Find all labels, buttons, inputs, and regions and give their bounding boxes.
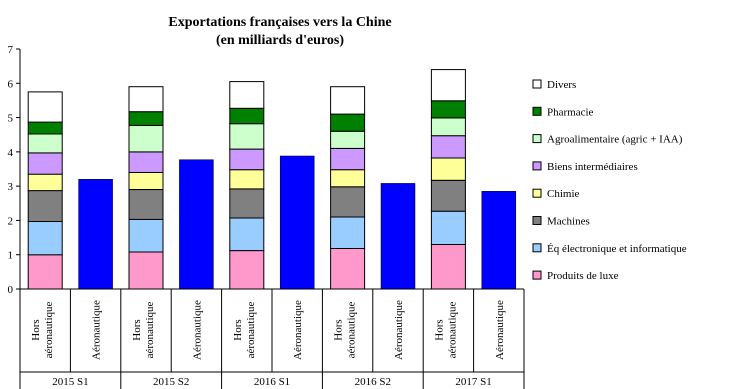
bar-segment-1-1	[128, 218, 164, 253]
x-label-hors-line2-4: aéronautique	[446, 301, 458, 358]
legend-label-4: Chimie	[547, 188, 580, 200]
legend: Divers Pharmacie Agroalimentaire (agric + …	[532, 79, 687, 282]
bar-segment-2-5	[229, 123, 265, 150]
bar-segment-2-6	[229, 107, 265, 125]
y-tick-label-2: 2	[8, 215, 14, 227]
bar-segment-4-3	[430, 157, 466, 181]
bar-aeronautique-0	[78, 179, 113, 290]
legend-swatch-6	[532, 243, 542, 253]
chart-title-line1: Exportations françaises vers la Chine	[168, 15, 391, 30]
x-label-aero-2: Aéronautique	[292, 300, 304, 360]
legend-swatch-4	[532, 188, 542, 198]
x-label-hors-line1-0: Hors	[30, 319, 42, 340]
bar-aeronautique-2	[279, 155, 315, 290]
bar-segment-2-3	[229, 169, 265, 190]
bar-segment-1-0	[128, 251, 164, 290]
bar-segment-0-0	[27, 254, 63, 290]
bar-segment-4-2	[430, 179, 466, 212]
x-label-hors-line1-3: Hors	[333, 319, 345, 340]
bar-segment-0-3	[27, 173, 63, 192]
bar-segment-1-2	[128, 189, 164, 220]
bar-segment-2-2	[229, 188, 265, 219]
bar-segment-0-6	[27, 121, 63, 135]
bar-aeronautique-4	[481, 191, 517, 290]
y-tick-label-6: 6	[8, 78, 14, 90]
x-group-label-3: 2016 S2	[355, 376, 391, 388]
x-label-hors-line1-1: Hors	[131, 319, 143, 340]
legend-label-7: Produits de luxe	[547, 270, 619, 282]
y-tick-label-5: 5	[8, 113, 14, 125]
bar-segment-4-1	[430, 210, 466, 245]
legend-swatch-2	[532, 134, 542, 144]
legend-swatch-1	[532, 106, 542, 116]
legend-label-0: Divers	[547, 79, 576, 91]
legend-label-3: Biens intermédiaires	[547, 161, 638, 173]
legend-label-1: Pharmacie	[547, 106, 594, 118]
bar-segment-1-5	[128, 125, 164, 153]
bar-segment-3-6	[330, 113, 366, 132]
bar-aeronautique-1	[179, 159, 214, 290]
bar-segment-4-7	[430, 69, 466, 102]
bar-segment-2-4	[229, 148, 265, 171]
x-group-label-0: 2015 S1	[52, 376, 88, 388]
x-group-label-2: 2016 S1	[254, 376, 290, 388]
bar-segment-0-2	[27, 190, 63, 223]
bar-segment-2-7	[229, 81, 265, 109]
bar-segment-3-0	[330, 248, 366, 290]
bar-segment-1-6	[128, 111, 164, 126]
x-label-hors-line2-2: aéronautique	[245, 301, 257, 358]
legend-swatch-7	[532, 270, 542, 280]
x-label-aero-4: Aéronautique	[494, 300, 506, 360]
y-tick-label-0: 0	[8, 284, 14, 296]
bar-segment-0-5	[27, 133, 63, 154]
bar-segment-3-4	[330, 147, 366, 171]
bar-segment-1-4	[128, 151, 164, 173]
legend-label-5: Machines	[547, 216, 590, 228]
x-label-aero-3: Aéronautique	[393, 300, 405, 360]
bar-segment-2-0	[229, 250, 265, 290]
x-label-hors-line1-2: Hors	[232, 319, 244, 340]
x-label-aero-0: Aéronautique	[91, 300, 103, 360]
bar-segment-0-4	[27, 152, 63, 175]
x-label-hors-line2-1: aéronautique	[144, 301, 156, 358]
bar-segment-4-5	[430, 117, 466, 137]
bar-segment-4-0	[430, 243, 466, 290]
legend-swatch-5	[532, 216, 542, 225]
x-label-hors-line2-3: aéronautique	[346, 301, 358, 358]
y-tick-label-4: 4	[8, 147, 14, 159]
chart-title: Exportations françaises vers la Chine (e…	[168, 15, 391, 48]
bar-segment-3-5	[330, 130, 366, 149]
x-label-hors-line1-4: Hors	[433, 319, 445, 340]
legend-swatch-0	[532, 79, 542, 89]
x-group-label-4: 2017 S1	[455, 376, 491, 388]
bar-segment-3-3	[330, 169, 366, 188]
x-group-label-1: 2015 S2	[153, 376, 189, 388]
bar-segment-3-7	[330, 86, 366, 115]
bar-segment-0-7	[27, 91, 63, 123]
chart-title-line2: (en milliards d'euros)	[216, 33, 344, 48]
x-label-aero-1: Aéronautique	[191, 300, 203, 360]
y-tick-label-7: 7	[8, 44, 14, 56]
bar-segment-4-4	[430, 135, 466, 159]
x-label-hors-line2-0: aéronautique	[43, 301, 55, 358]
y-tick-label-1: 1	[8, 250, 14, 262]
bar-segment-1-3	[128, 171, 164, 190]
bar-segment-2-1	[229, 217, 265, 252]
bar-segment-3-1	[330, 216, 366, 249]
bar-segment-4-6	[430, 100, 466, 119]
legend-label-6: Éq électronique et informatique	[547, 243, 687, 255]
legend-swatch-3	[532, 161, 542, 171]
legend-label-2: Agroalimentaire (agric + IAA)	[547, 134, 683, 146]
bar-segment-3-2	[330, 186, 366, 218]
bar-segment-1-7	[128, 86, 164, 113]
bar-aeronautique-3	[380, 183, 416, 290]
y-tick-label-3: 3	[8, 181, 14, 193]
bar-segment-0-1	[27, 221, 63, 256]
